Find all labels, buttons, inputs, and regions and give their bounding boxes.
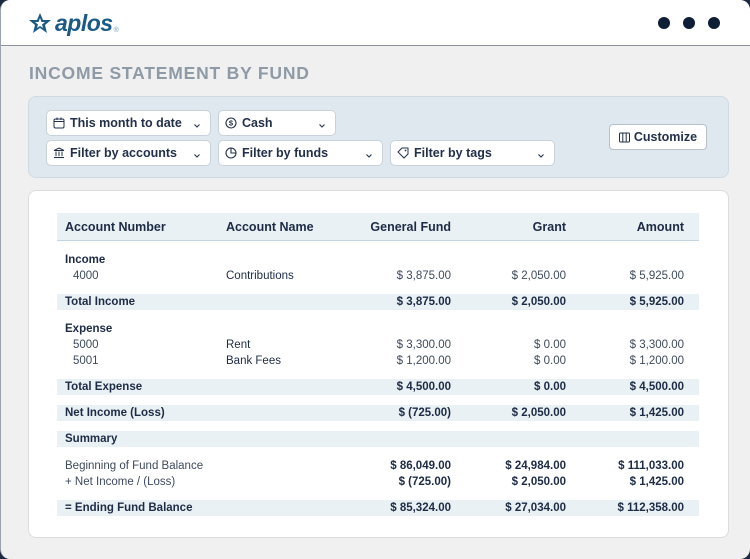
account-name: Rent	[226, 339, 251, 351]
account-number: 5000	[73, 339, 99, 351]
general-fund-value: $ 1,200.00	[396, 355, 451, 367]
tags-filter-value: Filter by tags	[414, 146, 492, 160]
amount-value: $ 4,500.00	[629, 381, 684, 393]
account-number: 4000	[73, 270, 99, 282]
net-income-summary-label: + Net Income / (Loss)	[65, 476, 176, 488]
total-income-row: Total Income $ 3,875.00 $ 2,050.00 $ 5,9…	[57, 294, 699, 310]
grant-value: $ 0.00	[534, 339, 566, 351]
grant-value: $ 2,050.00	[511, 296, 566, 308]
svg-text:$: $	[229, 119, 234, 128]
general-fund-value: $ 85,324.00	[390, 502, 451, 514]
aplos-logo[interactable]: aplos ®	[28, 10, 119, 36]
ending-balance-label: = Ending Fund Balance	[65, 502, 193, 514]
beginning-balance-label: Beginning of Fund Balance	[65, 460, 204, 472]
menu-dot-icon	[708, 17, 720, 29]
header-account-name[interactable]: Account Name	[226, 219, 314, 234]
menu-dot-icon	[658, 17, 670, 29]
net-income-label: Net Income (Loss)	[65, 407, 165, 419]
summary-heading-row: Summary	[57, 431, 699, 447]
pie-chart-icon	[225, 147, 237, 159]
page-title: INCOME STATEMENT BY FUND	[29, 63, 310, 83]
filter-panel: This month to date $ Cash Filter by acco…	[28, 96, 729, 178]
amount-value: $ 111,033.00	[618, 460, 684, 472]
account-name: Bank Fees	[226, 355, 281, 367]
grant-value: $ 2,050.00	[511, 476, 566, 488]
header-amount[interactable]: Amount	[636, 219, 684, 234]
general-fund-value: $ 3,875.00	[396, 296, 451, 308]
amount-value: $ 1,425.00	[629, 407, 684, 419]
net-income-row: Net Income (Loss) $ (725.00) $ 2,050.00 …	[57, 405, 699, 421]
brand-name: aplos	[55, 10, 113, 36]
menu-dot-icon	[683, 17, 695, 29]
general-fund-value: $ 3,875.00	[396, 270, 451, 282]
customize-button[interactable]: Customize	[609, 124, 707, 150]
header-grant[interactable]: Grant	[532, 219, 566, 234]
table-row[interactable]: 5001 Bank Fees $ 1,200.00 $ 0.00 $ 1,200…	[57, 353, 699, 369]
columns-icon	[618, 132, 630, 143]
section-heading-expense: Expense	[57, 321, 699, 337]
accounts-filter-select[interactable]: Filter by accounts	[46, 140, 211, 166]
customize-label: Customize	[633, 130, 698, 144]
grant-value: $ 0.00	[534, 355, 566, 367]
table-row[interactable]: 5000 Rent $ 3,300.00 $ 0.00 $ 3,300.00	[57, 337, 699, 353]
top-bar: aplos ®	[1, 0, 750, 46]
beginning-balance-row: Beginning of Fund Balance $ 86,049.00 $ …	[57, 458, 699, 474]
chevron-down-icon	[318, 119, 326, 133]
dollar-circle-icon: $	[225, 117, 237, 129]
grant-value: $ 2,050.00	[511, 407, 566, 419]
calendar-icon	[53, 117, 65, 129]
registered-mark: ®	[113, 27, 119, 34]
grant-value: $ 2,050.00	[511, 270, 566, 282]
amount-value: $ 1,425.00	[629, 476, 684, 488]
grant-value: $ 0.00	[534, 381, 566, 393]
aplos-star-icon	[29, 13, 51, 33]
header-account-number[interactable]: Account Number	[65, 219, 166, 234]
chevron-down-icon	[193, 119, 201, 133]
account-name: Contributions	[226, 270, 294, 282]
general-fund-value: $ 4,500.00	[396, 381, 451, 393]
section-label: Expense	[65, 323, 113, 335]
general-fund-value: $ 3,300.00	[396, 339, 451, 351]
tag-icon	[397, 147, 409, 159]
income-statement-table: Account Number Account Name General Fund…	[57, 213, 699, 516]
date-range-select[interactable]: This month to date	[46, 110, 211, 136]
total-label: Total Expense	[65, 381, 143, 393]
chevron-down-icon	[193, 149, 201, 163]
amount-value: $ 112,358.00	[617, 502, 684, 514]
basis-select[interactable]: $ Cash	[218, 110, 336, 136]
section-label: Income	[65, 254, 106, 266]
basis-value: Cash	[242, 116, 273, 130]
general-fund-value: $ (725.00)	[398, 407, 451, 419]
summary-label: Summary	[65, 433, 118, 445]
general-fund-value: $ (725.00)	[398, 476, 451, 488]
report-card: Account Number Account Name General Fund…	[28, 190, 729, 538]
amount-value: $ 5,925.00	[629, 270, 684, 282]
window-menu-button[interactable]	[658, 17, 720, 29]
grant-value: $ 24,984.00	[505, 460, 566, 472]
ending-balance-row: = Ending Fund Balance $ 85,324.00 $ 27,0…	[57, 500, 699, 516]
account-number: 5001	[73, 355, 99, 367]
funds-filter-value: Filter by funds	[242, 146, 329, 160]
net-income-summary-row: + Net Income / (Loss) $ (725.00) $ 2,050…	[57, 474, 699, 490]
chevron-down-icon	[365, 149, 373, 163]
header-general-fund[interactable]: General Fund	[370, 219, 451, 234]
tags-filter-select[interactable]: Filter by tags	[390, 140, 555, 166]
total-label: Total Income	[65, 296, 136, 308]
bank-icon	[53, 147, 65, 159]
amount-value: $ 1,200.00	[629, 355, 684, 367]
section-heading-income: Income	[57, 252, 699, 268]
grant-value: $ 27,034.00	[505, 502, 566, 514]
accounts-filter-value: Filter by accounts	[70, 146, 177, 160]
chevron-down-icon	[537, 149, 545, 163]
table-row[interactable]: 4000 Contributions $ 3,875.00 $ 2,050.00…	[57, 268, 699, 284]
general-fund-value: $ 86,049.00	[390, 460, 451, 472]
funds-filter-select[interactable]: Filter by funds	[218, 140, 383, 166]
table-header: Account Number Account Name General Fund…	[57, 213, 699, 241]
total-expense-row: Total Expense $ 4,500.00 $ 0.00 $ 4,500.…	[57, 379, 699, 395]
date-range-value: This month to date	[70, 116, 182, 130]
amount-value: $ 5,925.00	[629, 296, 684, 308]
amount-value: $ 3,300.00	[629, 339, 684, 351]
